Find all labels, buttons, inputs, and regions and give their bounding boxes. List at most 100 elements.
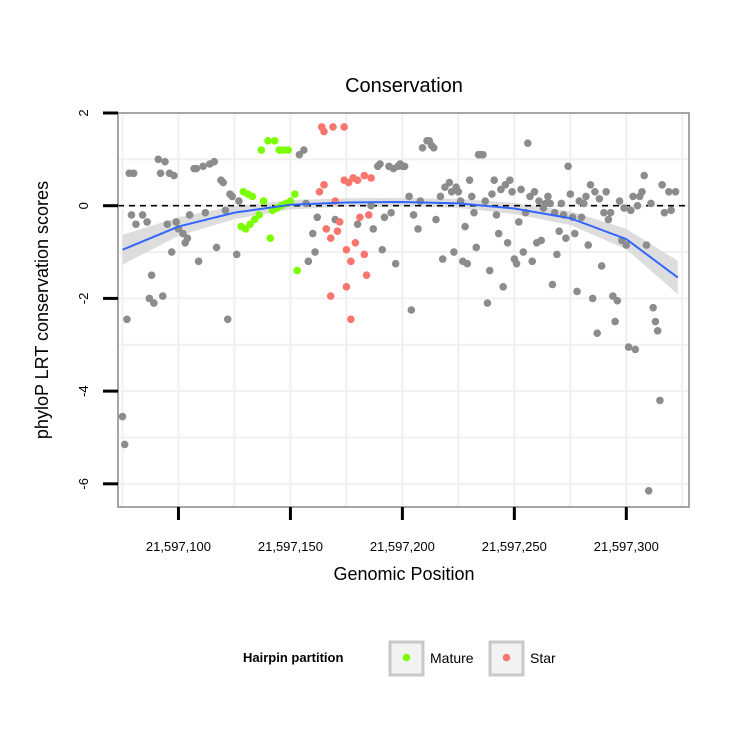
chart-title: Conservation [345, 75, 463, 97]
point-other [161, 157, 169, 166]
y-tick-label: 0 [76, 202, 91, 209]
point-other [582, 192, 590, 201]
point-star [315, 188, 324, 196]
point-other [638, 188, 646, 196]
point-other [644, 486, 653, 495]
point-other [158, 292, 167, 300]
point-other [481, 197, 490, 205]
point-other [407, 306, 416, 314]
point-other [597, 262, 606, 270]
point-other [183, 234, 192, 242]
point-other [602, 188, 610, 196]
point-other [470, 208, 478, 217]
point-other [235, 197, 243, 205]
point-other [528, 257, 537, 266]
point-other [353, 220, 362, 229]
point-other [571, 229, 579, 238]
point-other [591, 188, 599, 196]
point-other [429, 143, 438, 152]
point-other [405, 192, 413, 201]
point-other [438, 255, 447, 263]
point-other [523, 139, 532, 147]
y-tick-label: 2 [76, 109, 91, 116]
point-other [150, 299, 158, 307]
point-other [492, 211, 501, 219]
x-axis-title: Genomic Position [333, 564, 474, 584]
point-other [300, 146, 308, 154]
point-other [620, 204, 628, 212]
point-other [667, 206, 675, 215]
point-other [309, 229, 317, 238]
x-tick-label: 21,597,300 [594, 539, 659, 554]
point-other [163, 220, 172, 229]
y-axis-title: phyloP LRT conservation scores [32, 181, 52, 439]
point-other [228, 192, 236, 201]
point-other [467, 192, 476, 201]
point-star [367, 174, 375, 182]
point-star [360, 250, 369, 259]
point-other [485, 266, 494, 275]
point-other [172, 218, 181, 226]
point-other [378, 245, 387, 254]
point-other [120, 440, 129, 449]
point-other [629, 192, 637, 201]
panel-background [118, 113, 689, 507]
point-star [362, 271, 371, 280]
point-other [454, 188, 463, 196]
point-other [544, 192, 552, 201]
point-other [313, 213, 322, 222]
point-other [658, 181, 666, 189]
point-other [304, 257, 313, 266]
point-other [548, 280, 557, 289]
point-mature [284, 146, 292, 154]
point-other [615, 197, 624, 205]
point-other [499, 283, 507, 291]
point-star [347, 315, 355, 324]
point-other [409, 211, 418, 219]
point-other [606, 208, 615, 217]
point-star [326, 292, 335, 300]
point-other [463, 259, 472, 268]
legend-dot-mature [402, 653, 411, 662]
point-other [595, 194, 604, 203]
point-mature [259, 197, 268, 205]
point-other [472, 243, 481, 252]
point-other [622, 241, 631, 249]
point-other [555, 227, 563, 235]
point-other [127, 211, 136, 219]
plot-panel [117, 112, 690, 508]
point-star [347, 257, 355, 266]
point-other [566, 190, 575, 198]
point-other [631, 345, 640, 354]
point-other [483, 299, 492, 307]
point-other [414, 225, 422, 233]
point-other [221, 206, 230, 215]
x-tick-label: 21,597,100 [146, 539, 211, 554]
point-mature [255, 211, 263, 219]
point-other [503, 238, 512, 247]
point-other [586, 181, 595, 189]
point-star [353, 176, 362, 185]
point-other [461, 222, 469, 231]
point-other [671, 188, 680, 196]
point-other [387, 208, 395, 217]
point-other [156, 169, 165, 178]
point-other [660, 208, 669, 217]
point-other [232, 250, 241, 259]
point-other [651, 317, 660, 326]
point-other [223, 315, 232, 324]
point-star [320, 127, 328, 136]
y-tick-label: -6 [76, 478, 91, 490]
point-other [519, 248, 528, 256]
point-other [118, 412, 127, 421]
point-other [573, 287, 581, 296]
point-other [199, 162, 207, 171]
point-other [515, 218, 523, 226]
point-other [494, 229, 503, 238]
point-other [376, 160, 384, 168]
point-other [147, 271, 156, 280]
point-star [335, 218, 344, 226]
point-other [577, 213, 586, 222]
point-mature [257, 146, 266, 154]
point-other [656, 396, 664, 405]
